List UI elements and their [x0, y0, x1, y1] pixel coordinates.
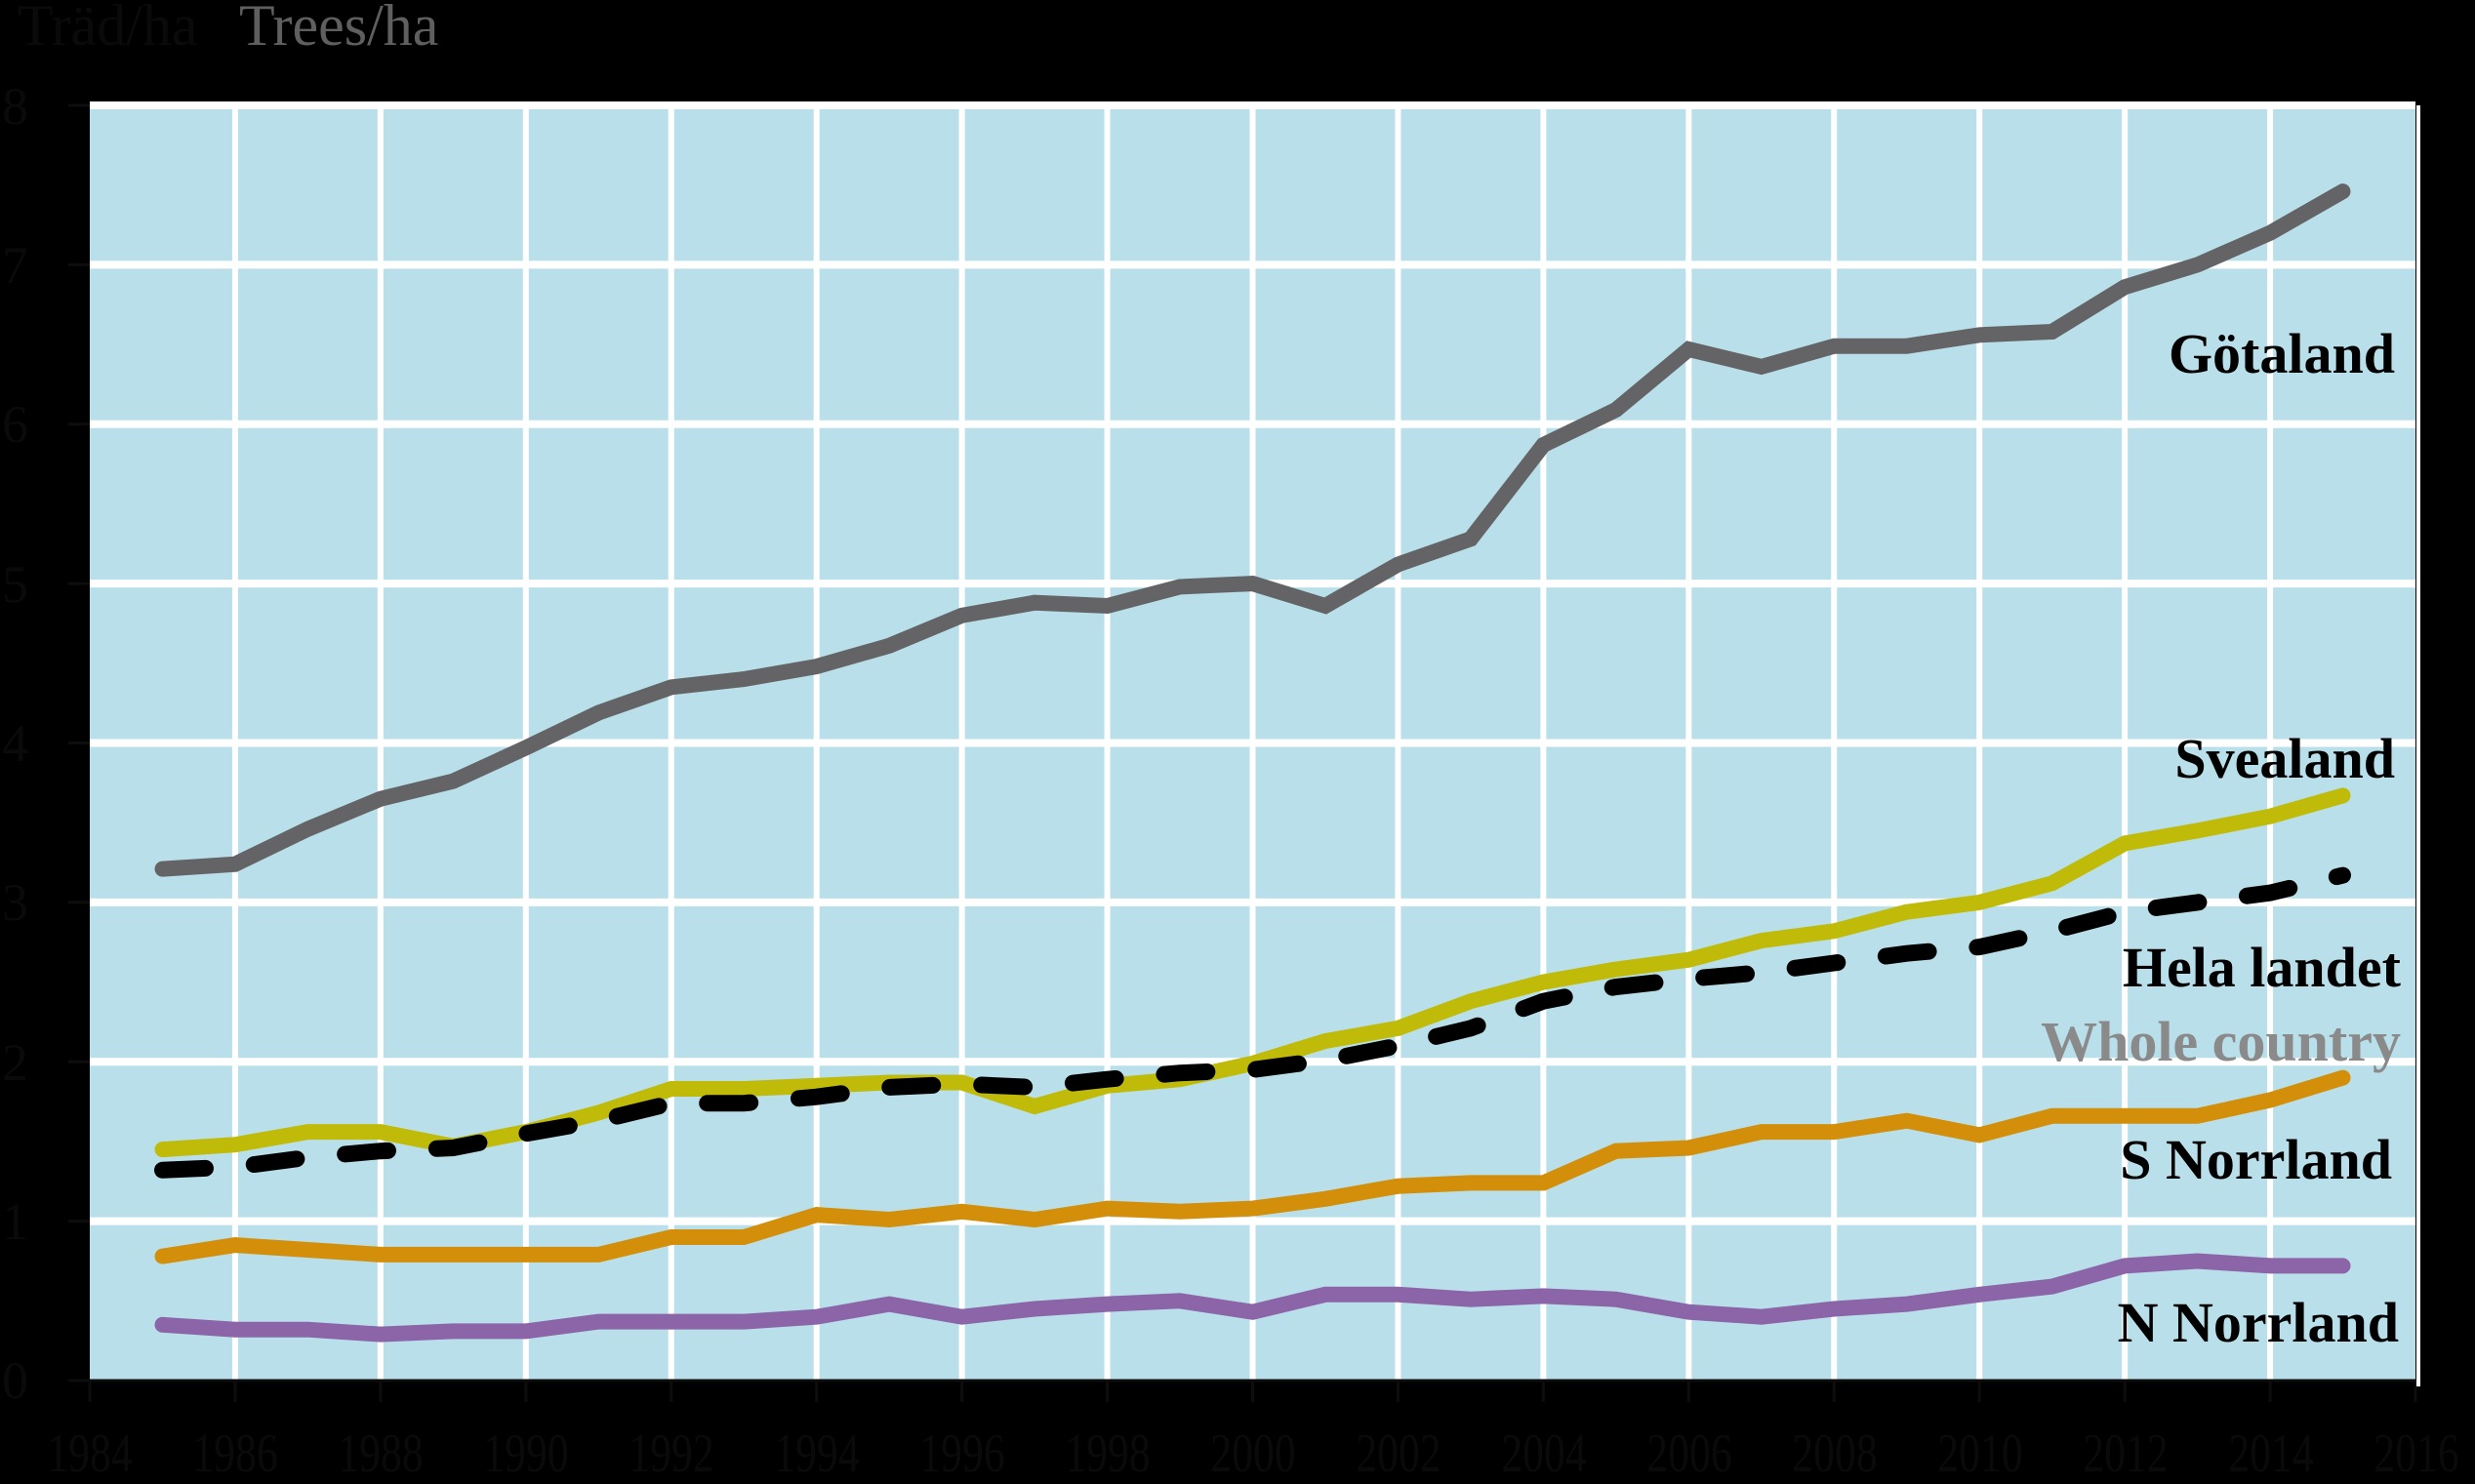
y-tick-label: 6: [2, 395, 28, 454]
label-n-norrland: N Norrland: [2117, 1291, 2399, 1354]
y-tick-label: 2: [2, 1033, 28, 1092]
label-svealand: Svealand: [2174, 727, 2395, 790]
x-tick-label: 1996: [919, 1424, 1005, 1484]
y-tick-label: 4: [2, 714, 28, 773]
series-line-n-norrland: [154, 1253, 2351, 1343]
x-tick-label: 2016: [2374, 1424, 2459, 1484]
series-line-s-norrland: [154, 1069, 2351, 1264]
y-axis-unit-swedish: Träd/ha: [18, 0, 198, 58]
x-tick-label: 2012: [2083, 1424, 2169, 1484]
axes: [68, 103, 2420, 1402]
y-tick-label: 1: [2, 1192, 28, 1251]
y-axis-unit-english: Trees/ha: [239, 0, 439, 58]
x-tick-label: 2010: [1937, 1424, 2023, 1484]
x-tick-label: 2002: [1356, 1424, 1441, 1484]
x-tick-label: 2000: [1210, 1424, 1296, 1484]
x-tick-label: 1988: [338, 1424, 424, 1484]
x-tick-label: 2008: [1792, 1424, 1878, 1484]
label-whole-country: Whole country: [2041, 1010, 2401, 1073]
x-tick-label: 1990: [483, 1424, 569, 1484]
series-lines: [154, 183, 2351, 1343]
x-tick-label: 2006: [1646, 1424, 1732, 1484]
label-gotaland: Götaland: [2168, 322, 2395, 385]
x-tick-label: 1986: [192, 1424, 278, 1484]
series-line-hela-landet: [154, 866, 2351, 1179]
y-tick-label: 8: [2, 77, 28, 136]
x-tick-label: 1984: [47, 1424, 133, 1484]
x-tick-label: 1998: [1065, 1424, 1151, 1484]
y-tick-label: 5: [2, 555, 28, 614]
series-line-g-taland: [154, 183, 2351, 877]
y-tick-label: 0: [2, 1351, 28, 1410]
x-tick-label: 1994: [774, 1424, 860, 1484]
y-tick-label: 7: [2, 236, 28, 295]
x-tick-label: 2014: [2228, 1424, 2314, 1484]
x-tick-label: 1992: [629, 1424, 714, 1484]
x-tick-label: 2004: [1501, 1424, 1587, 1484]
label-s-norrland: S Norrland: [2120, 1128, 2392, 1191]
y-tick-label: 3: [2, 873, 28, 932]
label-hela-landet: Hela landet: [2122, 936, 2401, 999]
